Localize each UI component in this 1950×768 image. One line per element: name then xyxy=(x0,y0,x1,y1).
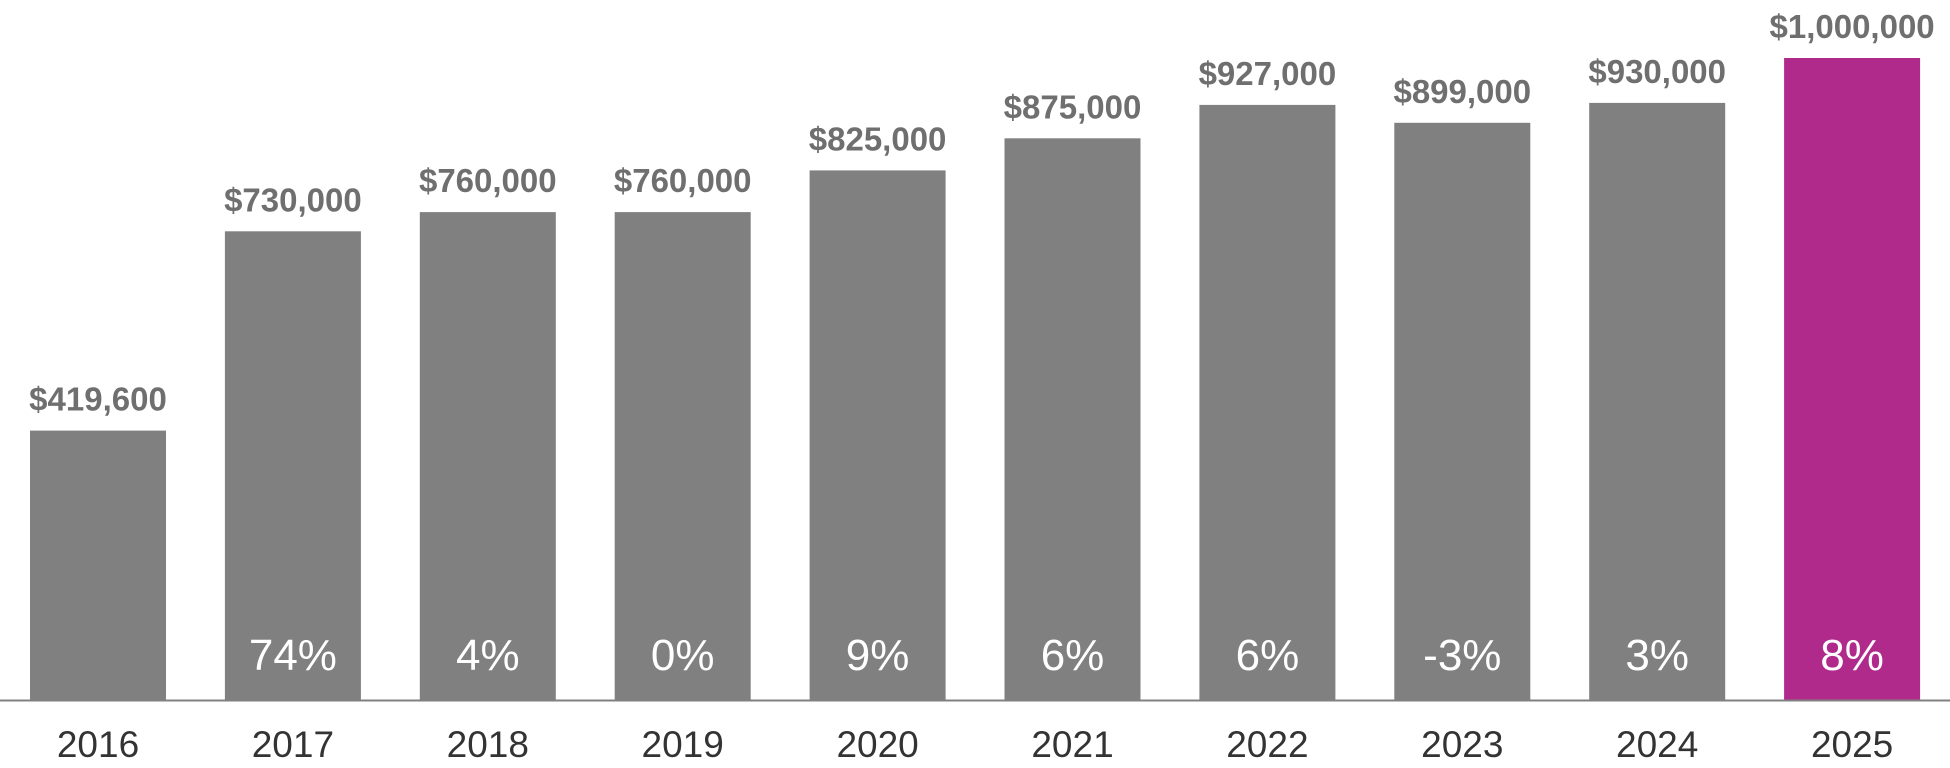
change-label-2022: 6% xyxy=(1236,631,1300,680)
value-label-2018: $760,000 xyxy=(419,162,557,199)
x-tick-label-2016: 2016 xyxy=(57,724,139,765)
x-tick-label-2025: 2025 xyxy=(1811,724,1893,765)
bar-2018 xyxy=(419,212,556,700)
change-label-2018: 4% xyxy=(456,631,520,680)
bar-2023 xyxy=(1394,122,1531,701)
x-tick-label-2017: 2017 xyxy=(252,724,334,765)
value-label-2024: $930,000 xyxy=(1588,53,1726,90)
bar-2016 xyxy=(30,430,166,700)
change-label-2025: 8% xyxy=(1820,631,1884,680)
change-label-2024: 3% xyxy=(1625,631,1689,680)
bar-2025 xyxy=(1784,58,1921,700)
value-label-2023: $899,000 xyxy=(1393,73,1531,110)
value-label-2017: $730,000 xyxy=(224,181,362,218)
value-label-2025: $1,000,000 xyxy=(1770,8,1935,45)
bar-2019 xyxy=(614,212,751,700)
x-tick-label-2020: 2020 xyxy=(836,724,918,765)
value-label-2016: $419,600 xyxy=(29,381,167,418)
bar-2022 xyxy=(1199,104,1336,700)
x-tick-label-2022: 2022 xyxy=(1226,724,1308,765)
value-label-2022: $927,000 xyxy=(1199,55,1337,92)
bar-2024 xyxy=(1589,102,1726,700)
change-label-2023: -3% xyxy=(1423,631,1501,680)
bars-layer xyxy=(30,58,1921,701)
x-tick-label-2018: 2018 xyxy=(447,724,529,765)
bar-2020 xyxy=(809,170,946,700)
bar-2017 xyxy=(224,231,361,701)
labels-layer: $419,600 2016 $730,000 74% 2017 $760,000 4% 201… xyxy=(29,8,1935,765)
change-label-2019: 0% xyxy=(651,631,715,680)
change-label-2021: 6% xyxy=(1041,631,1105,680)
x-tick-label-2021: 2021 xyxy=(1031,724,1113,765)
value-label-2020: $825,000 xyxy=(809,120,947,157)
value-label-2021: $875,000 xyxy=(1004,88,1142,125)
value-label-2019: $760,000 xyxy=(614,162,752,199)
change-label-2017: 74% xyxy=(249,631,337,680)
change-label-2020: 9% xyxy=(846,631,910,680)
x-tick-label-2023: 2023 xyxy=(1421,724,1503,765)
x-tick-label-2019: 2019 xyxy=(642,724,724,765)
bar-2021 xyxy=(1004,138,1141,701)
x-tick-label-2024: 2024 xyxy=(1616,724,1698,765)
